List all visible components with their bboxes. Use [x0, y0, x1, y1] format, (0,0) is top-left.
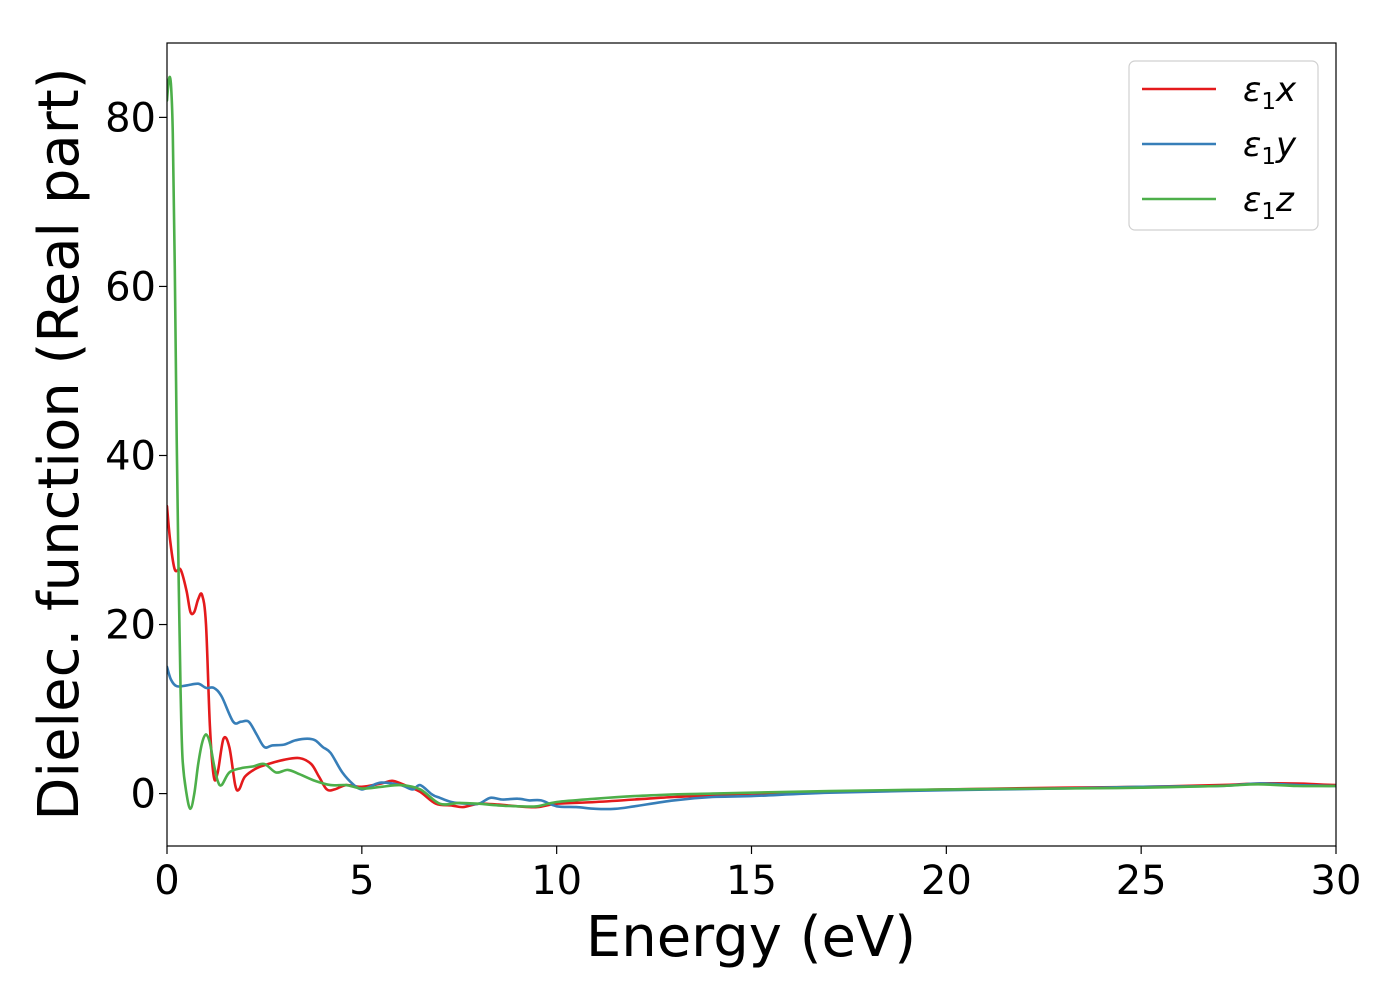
- legend-label-x: ε1x: [1243, 70, 1297, 115]
- legend-label-y: ε1y: [1243, 125, 1297, 170]
- x-tick-label: 0: [154, 858, 179, 904]
- y-axis: 0 20 40 60 80: [105, 95, 167, 818]
- x-tick-label: 25: [1116, 858, 1167, 904]
- x-axis-label: Energy (eV): [586, 905, 916, 970]
- y-tick-label: 0: [131, 772, 156, 818]
- legend-label-base: ε: [1243, 70, 1261, 110]
- x-tick-label: 5: [349, 858, 374, 904]
- series-layer: [167, 75, 1336, 811]
- legend-box: [1128, 60, 1319, 231]
- legend-label-base: ε: [1243, 180, 1261, 220]
- legend-label-subscript: 1: [1261, 89, 1276, 115]
- y-tick-label: 60: [105, 264, 156, 310]
- legend-label-subscript: 1: [1261, 199, 1276, 225]
- y-tick-label: 20: [105, 603, 156, 649]
- legend-label-suffix: x: [1275, 70, 1297, 110]
- x-tick-label: 15: [726, 858, 777, 904]
- legend-label-subscript: 1: [1261, 144, 1276, 170]
- y-axis-label: Dielec. function (Real part): [27, 67, 92, 820]
- x-tick-label: 20: [921, 858, 972, 904]
- legend-label-base: ε: [1243, 125, 1261, 165]
- legend-label-suffix: y: [1275, 125, 1297, 165]
- legend-label-suffix: z: [1275, 180, 1295, 220]
- legend-label-z: ε1z: [1243, 180, 1295, 225]
- series-line-z: [167, 75, 1336, 811]
- y-tick-label: 80: [105, 95, 156, 141]
- y-tick-label: 40: [105, 433, 156, 479]
- x-tick-label: 10: [531, 858, 582, 904]
- x-axis: 0 5 10 15 20 25 30: [154, 846, 1361, 904]
- x-tick-label: 30: [1311, 858, 1362, 904]
- series-line-y: [167, 665, 1336, 811]
